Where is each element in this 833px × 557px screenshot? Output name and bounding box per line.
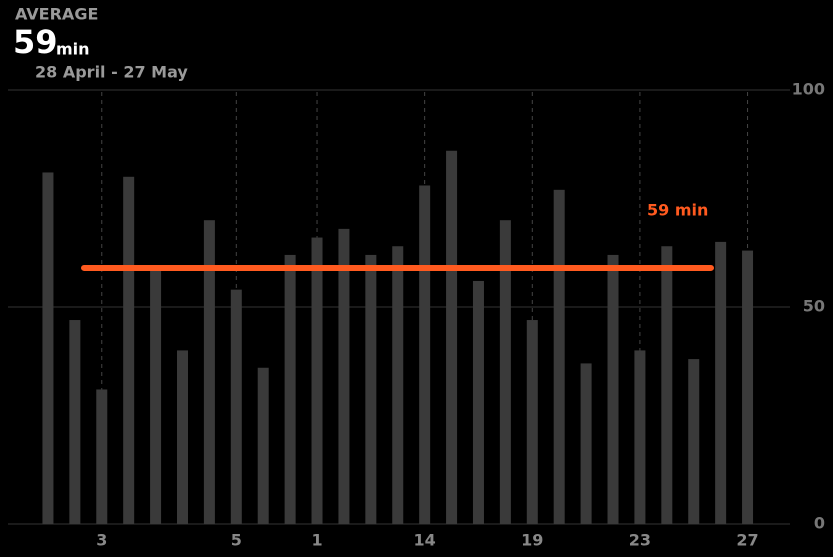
header-value: 59 xyxy=(13,23,58,61)
bar xyxy=(257,367,269,524)
bar xyxy=(446,150,458,524)
bar xyxy=(499,220,511,524)
bar xyxy=(338,228,350,524)
bar xyxy=(176,350,188,524)
y-tick-label: 50 xyxy=(803,297,825,316)
bar xyxy=(123,176,135,525)
x-tick-label: 5 xyxy=(231,531,242,550)
bar xyxy=(392,246,404,525)
bar xyxy=(419,185,431,525)
bar xyxy=(553,189,565,524)
header-range: 28 April - 27 May xyxy=(35,63,188,82)
average-label: 59 min xyxy=(647,201,708,220)
bar xyxy=(230,289,242,524)
bar xyxy=(284,254,296,525)
x-tick-label: 1 xyxy=(311,531,322,550)
bar xyxy=(742,250,754,524)
bar xyxy=(96,389,108,524)
x-tick-label: 3 xyxy=(96,531,107,550)
x-tick-label: 14 xyxy=(414,531,436,550)
bar xyxy=(472,280,484,524)
x-tick-label: 27 xyxy=(736,531,758,550)
x-tick-label: 19 xyxy=(521,531,543,550)
bar xyxy=(526,320,538,524)
bar xyxy=(203,220,215,524)
y-tick-label: 0 xyxy=(814,514,825,533)
header-unit: min xyxy=(56,40,90,59)
bar xyxy=(634,350,646,524)
bar xyxy=(661,246,673,525)
bar xyxy=(580,363,592,524)
header-title: AVERAGE xyxy=(15,5,98,24)
y-tick-label: 100 xyxy=(792,80,825,99)
bar xyxy=(688,359,700,524)
x-tick-label: 23 xyxy=(629,531,651,550)
bar xyxy=(150,267,162,524)
bar xyxy=(42,172,54,524)
bar xyxy=(311,237,323,524)
bar xyxy=(365,254,377,525)
bar xyxy=(715,241,727,524)
bar xyxy=(607,254,619,525)
bar xyxy=(69,320,81,524)
